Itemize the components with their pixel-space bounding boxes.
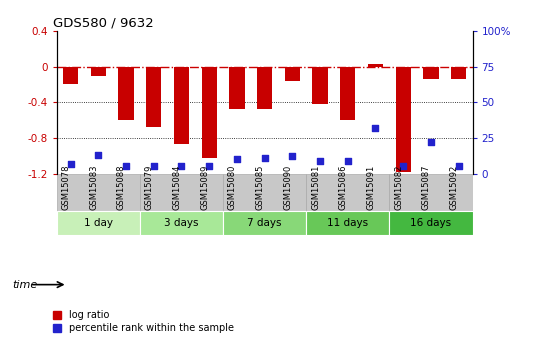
Text: GSM15085: GSM15085: [255, 165, 265, 210]
Bar: [389, 211, 472, 235]
Bar: [201, 67, 217, 158]
Text: GSM15088: GSM15088: [117, 165, 126, 210]
Bar: [223, 174, 306, 211]
Text: GDS580 / 9632: GDS580 / 9632: [52, 17, 153, 30]
Text: 16 days: 16 days: [410, 218, 451, 228]
Bar: [57, 211, 140, 235]
Bar: [140, 211, 223, 235]
Text: GSM15083: GSM15083: [89, 165, 98, 210]
Text: GSM15090: GSM15090: [284, 165, 292, 210]
Point: [260, 155, 269, 161]
Point: [122, 164, 130, 169]
Text: GSM15082: GSM15082: [394, 165, 403, 210]
Point: [66, 161, 75, 166]
Bar: [396, 67, 411, 172]
Text: 7 days: 7 days: [247, 218, 282, 228]
Text: GSM15080: GSM15080: [228, 165, 237, 210]
Bar: [57, 174, 140, 211]
Bar: [174, 67, 189, 144]
Text: GSM15086: GSM15086: [339, 165, 348, 210]
Text: 3 days: 3 days: [164, 218, 199, 228]
Point: [288, 154, 296, 159]
Bar: [340, 67, 355, 120]
Bar: [313, 67, 328, 104]
Text: GSM15092: GSM15092: [450, 165, 458, 210]
Bar: [118, 67, 133, 120]
Point: [399, 164, 408, 169]
Bar: [306, 211, 389, 235]
Point: [94, 152, 103, 158]
Bar: [451, 67, 466, 79]
Point: [177, 164, 186, 169]
Point: [343, 158, 352, 164]
Point: [371, 125, 380, 131]
Point: [150, 164, 158, 169]
Bar: [368, 65, 383, 67]
Text: GSM15078: GSM15078: [62, 165, 71, 210]
Point: [316, 158, 325, 164]
Bar: [91, 67, 106, 76]
Bar: [389, 174, 472, 211]
Bar: [146, 67, 161, 127]
Point: [233, 157, 241, 162]
Point: [454, 164, 463, 169]
Text: GSM15089: GSM15089: [200, 165, 209, 210]
Text: GSM15084: GSM15084: [172, 165, 181, 210]
Text: 11 days: 11 days: [327, 218, 368, 228]
Bar: [285, 67, 300, 81]
Bar: [257, 67, 272, 109]
Point: [205, 164, 213, 169]
Bar: [63, 67, 78, 83]
Text: GSM15081: GSM15081: [311, 165, 320, 210]
Bar: [230, 67, 245, 109]
Text: time: time: [12, 280, 37, 289]
Text: GSM15087: GSM15087: [422, 165, 431, 210]
Bar: [306, 174, 389, 211]
Bar: [423, 67, 438, 79]
Text: GSM15091: GSM15091: [367, 165, 375, 210]
Text: GSM15079: GSM15079: [145, 165, 154, 210]
Point: [427, 139, 435, 145]
Bar: [223, 211, 306, 235]
Bar: [140, 174, 223, 211]
Legend: log ratio, percentile rank within the sample: log ratio, percentile rank within the sa…: [53, 310, 234, 333]
Text: 1 day: 1 day: [84, 218, 113, 228]
